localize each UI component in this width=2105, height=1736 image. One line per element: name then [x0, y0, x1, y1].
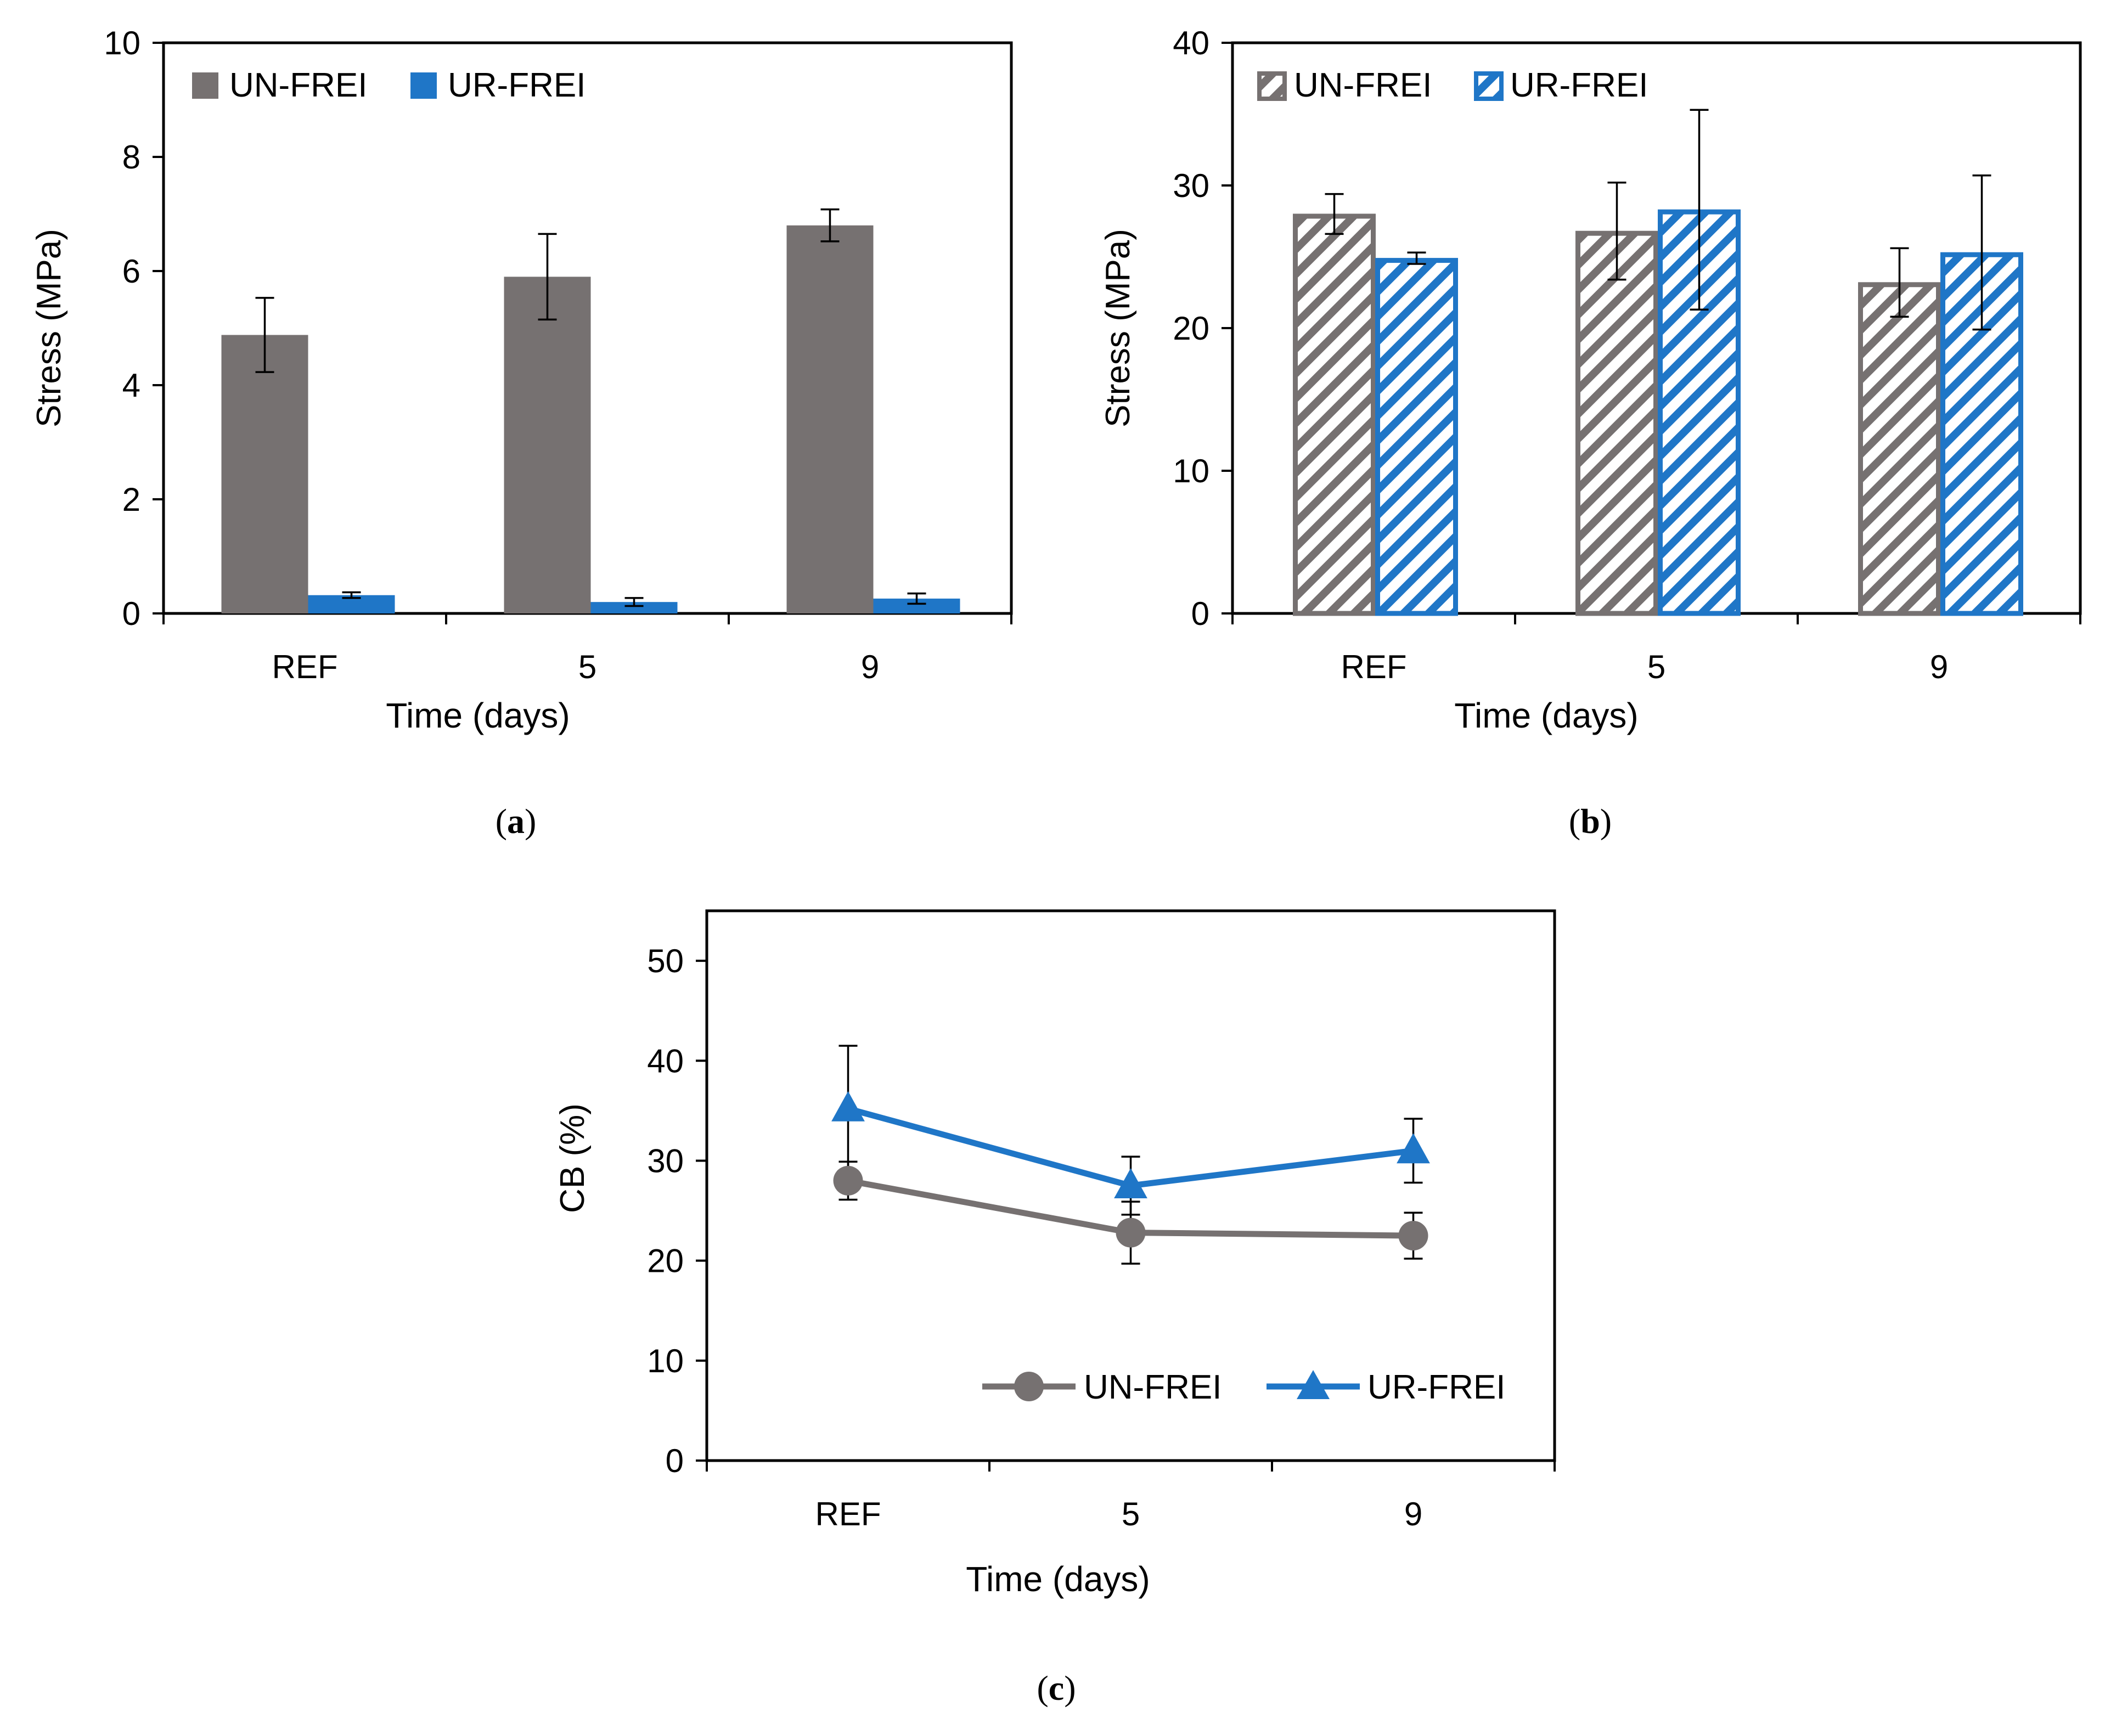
- y-tick-label-c: 20: [647, 1243, 684, 1280]
- y-tick-label-b: 20: [1173, 310, 1209, 347]
- y-tick-label-a: 4: [122, 367, 140, 404]
- point-un-c: [1116, 1218, 1146, 1248]
- x-tick-label-b: 5: [1647, 649, 1665, 685]
- bar-un-b: [1575, 230, 1658, 616]
- legend-a: UN-FREI UR-FREI: [192, 66, 586, 104]
- plot-frame-c: [705, 909, 1556, 1462]
- y-axis-label-b: Stress (MPa): [1099, 229, 1137, 427]
- legend-marker-ur-c: [1297, 1370, 1330, 1399]
- legend-label-ur-a: UR-FREI: [448, 66, 586, 104]
- y-tick-label-b: 40: [1173, 25, 1209, 61]
- y-tick-label-c: 0: [666, 1442, 684, 1479]
- chart-b: 0 10 20 30 40 REF 5 9 Stress (MPa) Time (days)…: [1099, 25, 2082, 841]
- panel-letter-b: b: [1580, 802, 1600, 841]
- legend-swatch-ur-a: [410, 72, 437, 99]
- x-tick-label-c: 5: [1122, 1496, 1140, 1532]
- legend-label-un-a: UN-FREI: [229, 66, 367, 104]
- y-tick-label-c: 30: [647, 1142, 684, 1179]
- legend-label-ur-c: UR-FREI: [1367, 1368, 1505, 1406]
- x-tick-label-c: 9: [1404, 1496, 1422, 1532]
- y-tick-label-a: 10: [104, 25, 140, 61]
- x-axis-label-c: Time (days): [966, 1559, 1150, 1599]
- panel-label-b: (b): [1569, 802, 1612, 841]
- x-tick-label-a: REF: [272, 649, 338, 685]
- legend-b: UN-FREI UR-FREI: [1257, 66, 1648, 104]
- x-axis-label-b: Time (days): [1454, 696, 1638, 735]
- x-tick-label-a: 9: [861, 649, 879, 685]
- legend-swatch-ur-b: [1474, 71, 1504, 101]
- point-ur-c: [1114, 1168, 1147, 1199]
- y-tick-label-a: 0: [122, 595, 140, 632]
- legend-swatch-un-a: [192, 72, 218, 99]
- legend-c: UN-FREI UR-FREI: [982, 1368, 1505, 1406]
- chart-a: 0 2 4 6 8 10 REF 5 9 Stress (MPa) Time (days) U…: [30, 25, 1013, 841]
- legend-marker-un-c: [1014, 1372, 1044, 1401]
- point-un-c: [1398, 1221, 1428, 1251]
- legend-label-un-c: UN-FREI: [1084, 1368, 1222, 1406]
- x-tick-label-c: REF: [815, 1496, 881, 1532]
- legend-swatch-un-b: [1257, 71, 1287, 101]
- y-tick-label-b: 0: [1191, 595, 1209, 632]
- legend-label-ur-b: UR-FREI: [1510, 66, 1648, 104]
- legend-label-un-b: UN-FREI: [1294, 66, 1432, 104]
- panel-letter-a: a: [507, 802, 525, 841]
- bar-ur-b: [1375, 258, 1458, 616]
- y-tick-label-a: 2: [122, 481, 140, 518]
- x-axis-label-a: Time (days): [386, 696, 570, 735]
- bar-ur-a: [590, 602, 678, 613]
- panel-label-a: (a): [496, 802, 537, 841]
- y-tick-label-c: 10: [647, 1343, 684, 1379]
- panel-letter-c: c: [1049, 1669, 1064, 1707]
- bar-un-a: [504, 277, 591, 613]
- bar-un-b: [1858, 282, 1941, 616]
- bar-un-b: [1293, 213, 1376, 616]
- point-ur-c: [831, 1091, 865, 1121]
- y-tick-label-b: 10: [1173, 453, 1209, 489]
- point-un-c: [833, 1165, 863, 1196]
- x-tick-label-b: REF: [1341, 649, 1407, 685]
- y-tick-label-c: 40: [647, 1042, 684, 1079]
- bar-un-a: [221, 335, 308, 613]
- y-tick-label-a: 6: [122, 253, 140, 290]
- point-ur-c: [1397, 1133, 1430, 1164]
- y-tick-label-b: 30: [1173, 167, 1209, 204]
- x-tick-label-a: 5: [578, 649, 596, 685]
- x-tick-label-b: 9: [1930, 649, 1948, 685]
- y-axis-label-c: CB (%): [554, 1103, 592, 1213]
- bar-un-a: [786, 225, 874, 613]
- panel-label-c: (c): [1037, 1669, 1076, 1707]
- chart-c: 0 10 20 30 40 50 REF 5 9 CB (%) Time (days) UN-…: [554, 909, 1556, 1707]
- y-axis-label-a: Stress (MPa): [30, 229, 68, 427]
- y-tick-label-c: 50: [647, 943, 684, 979]
- y-tick-label-a: 8: [122, 139, 140, 176]
